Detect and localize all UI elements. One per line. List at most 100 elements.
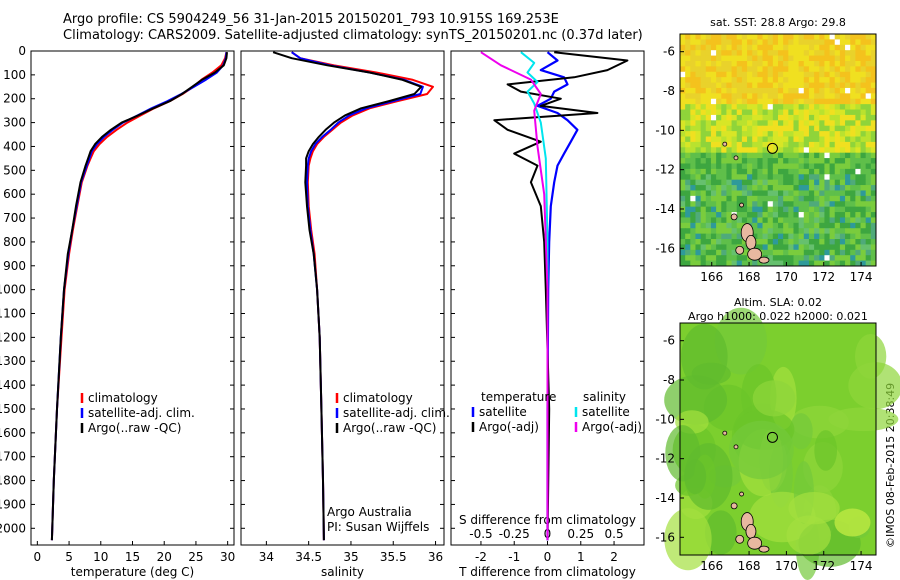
sst-cell <box>741 163 748 170</box>
sst-cell <box>705 244 712 251</box>
sst-cell <box>860 168 867 175</box>
sst-cell <box>695 147 702 154</box>
sst-map-frame <box>679 33 877 267</box>
x-tick-label: -1 <box>508 550 520 564</box>
sst-cell <box>845 60 851 67</box>
sst-cell <box>860 131 867 138</box>
sst-cell <box>680 168 686 175</box>
sst-cell <box>808 217 815 224</box>
sst-cell <box>710 158 717 164</box>
sst-cell <box>741 120 748 127</box>
sst-cell <box>721 77 727 84</box>
sst-cell <box>865 109 872 116</box>
sst-cell <box>772 120 779 127</box>
sst-cell <box>705 125 712 132</box>
sst-cell <box>839 217 846 224</box>
x-tick-label: 2 <box>610 550 618 564</box>
sst-cell <box>741 185 748 191</box>
sst-cell <box>814 34 820 40</box>
sst-cell <box>803 195 810 202</box>
sst-cell <box>695 185 702 191</box>
sst-cell <box>865 168 872 175</box>
sst-cell <box>726 55 733 62</box>
sst-cell <box>814 233 820 240</box>
sst-cell <box>855 190 862 197</box>
sst-cell <box>814 98 820 105</box>
sst-cell <box>788 179 794 186</box>
sst-cell <box>788 34 794 40</box>
sst-cell <box>690 60 696 67</box>
sst-cell <box>793 98 800 105</box>
sst-cell <box>752 158 758 164</box>
sst-cell <box>736 222 743 229</box>
sst-cell <box>778 147 784 154</box>
sst-cell <box>700 260 707 267</box>
sst-cell <box>808 152 815 159</box>
sst-cell <box>690 44 696 51</box>
sst-cell <box>726 120 733 127</box>
sst-cell <box>695 174 702 181</box>
sst-cell <box>772 87 779 94</box>
sst-cell <box>803 66 810 73</box>
argo-australia-label: Argo Australia <box>327 505 412 519</box>
sst-cell <box>860 206 867 213</box>
sst-cell <box>700 163 707 170</box>
sst-cell <box>845 185 851 191</box>
sst-cell <box>845 87 851 94</box>
s-tick-label: 0.25 <box>567 527 594 541</box>
sst-cell <box>690 104 696 111</box>
sst-cell <box>860 185 867 191</box>
sst-cell <box>736 120 743 127</box>
sst-cell <box>747 77 753 84</box>
sst-cell <box>716 195 722 202</box>
sst-cell <box>690 131 696 138</box>
sst-cell <box>860 93 867 100</box>
sst-cell <box>726 190 733 197</box>
sst-cell <box>783 44 789 51</box>
sst-cell <box>705 141 712 148</box>
sst-cell <box>705 152 712 159</box>
difference-line-s-satellite <box>520 51 549 541</box>
map-y-tick-label: -12 <box>655 163 675 177</box>
sst-cell <box>824 260 831 267</box>
sst-cell <box>808 109 815 116</box>
sst-cell <box>685 82 691 89</box>
sst-cell <box>762 66 769 73</box>
sst-cell <box>695 158 702 164</box>
sst-cell <box>829 93 836 100</box>
sst-cell <box>736 66 743 73</box>
sst-cell <box>772 239 779 245</box>
sst-cell <box>839 98 846 105</box>
sst-cell <box>778 141 784 148</box>
sst-cell <box>747 217 753 224</box>
sst-cell <box>731 179 738 186</box>
x-tick-label: 34.5 <box>295 550 322 564</box>
sst-cell <box>783 55 789 62</box>
sst-cell <box>747 98 753 105</box>
sst-cell <box>788 260 794 267</box>
map-y-tick-label: -6 <box>663 45 675 59</box>
sst-cell <box>855 206 862 213</box>
sst-cell <box>834 87 841 94</box>
sst-cell <box>850 244 856 251</box>
sst-cell <box>778 158 784 164</box>
sst-cell <box>772 93 779 100</box>
sst-cell <box>767 239 774 245</box>
sst-cell <box>685 255 691 262</box>
sst-cell <box>834 206 841 213</box>
sst-cell <box>726 212 733 218</box>
sst-cell <box>798 39 805 46</box>
sst-cell <box>710 50 717 57</box>
sst-cell <box>808 87 815 94</box>
sst-cell <box>716 104 722 111</box>
sst-cell <box>736 190 743 197</box>
sst-cell <box>700 228 707 235</box>
sst-cell <box>767 222 774 229</box>
sst-cell <box>865 217 872 224</box>
sst-cell <box>680 249 686 256</box>
sst-cell <box>793 158 800 164</box>
sst-cell <box>778 131 784 138</box>
sst-cell <box>824 125 831 132</box>
sst-cell <box>845 136 851 143</box>
sst-cell <box>850 190 856 197</box>
